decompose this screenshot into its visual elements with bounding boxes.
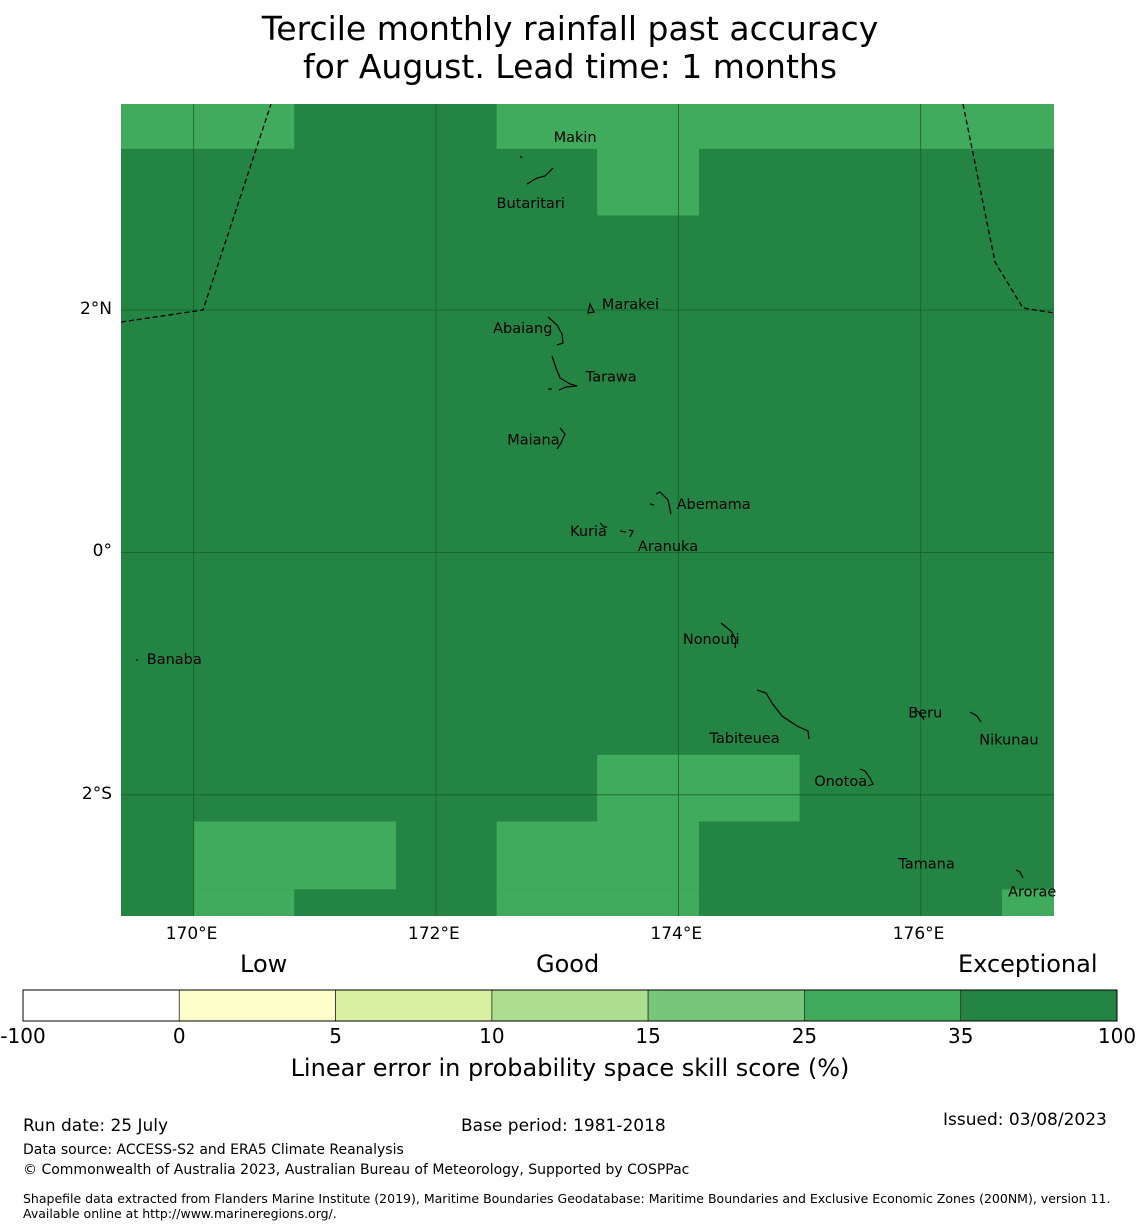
island-outline-4 bbox=[551, 355, 578, 391]
place-label-aranuka: Aranuka bbox=[638, 539, 698, 555]
eez-boundary-east bbox=[962, 103, 1055, 314]
y-tick-label: 2°N bbox=[79, 299, 112, 320]
place-label-tarawa: Tarawa bbox=[585, 369, 637, 385]
skill-cell-4 bbox=[496, 821, 699, 890]
island-outline-16 bbox=[969, 711, 982, 723]
run-date: Run date: 25 July bbox=[23, 1116, 169, 1136]
skill-cell-6 bbox=[193, 889, 295, 916]
place-label-nonouti: Nonouti bbox=[683, 632, 740, 648]
place-label-kuria: Kuria bbox=[570, 524, 607, 540]
colorbar-word-low: Low bbox=[240, 950, 288, 978]
colorbar-tick-label: 35 bbox=[947, 1024, 974, 1048]
skill-cell-8 bbox=[1001, 889, 1054, 916]
colorbar-frame bbox=[22, 989, 1118, 1022]
colorbar-bin-5 bbox=[804, 989, 962, 1022]
place-label-marakei: Marakei bbox=[602, 297, 659, 313]
colorbar-word-good: Good bbox=[536, 950, 600, 978]
place-label-onotoa: Onotoa bbox=[814, 774, 867, 790]
place-label-abemama: Abemama bbox=[677, 497, 751, 513]
island-outline-14 bbox=[756, 689, 810, 740]
place-label-banaba: Banaba bbox=[147, 652, 202, 668]
x-tick-label: 176°E bbox=[892, 924, 945, 944]
island-outline-8 bbox=[655, 491, 672, 515]
map-plot-area: Makin Butaritari Marakei Abaiang Tarawa Maian… bbox=[120, 103, 1056, 916]
place-label-tamana: Tamana bbox=[897, 856, 954, 872]
island-outline-17 bbox=[859, 768, 874, 787]
place-label-butaritari: Butaritari bbox=[497, 196, 565, 212]
colorbar-tick-label: 25 bbox=[791, 1024, 818, 1048]
colorbar-bin-4 bbox=[647, 989, 805, 1022]
skill-cell-7 bbox=[496, 889, 699, 916]
colorbar-tick-label: 100 bbox=[1097, 1024, 1137, 1048]
island-outline-2 bbox=[587, 302, 595, 314]
skill-cell-0 bbox=[121, 104, 295, 149]
y-tick-label: 0° bbox=[92, 541, 112, 562]
title-line-2: for August. Lead time: 1 months bbox=[302, 47, 838, 86]
colorbar-bin-1 bbox=[178, 989, 336, 1022]
x-tick-label: 170°E bbox=[165, 924, 218, 944]
island-outline-1 bbox=[526, 167, 554, 185]
place-label-nikunau: Nikunau bbox=[979, 733, 1038, 749]
skill-cell-5 bbox=[193, 821, 397, 890]
island-outline-11 bbox=[628, 529, 634, 538]
colorbar-tick-label: 5 bbox=[329, 1024, 342, 1048]
island-outline-3 bbox=[547, 316, 564, 346]
colorbar-tick-label: 10 bbox=[479, 1024, 505, 1048]
colorbar-tick-label: 15 bbox=[635, 1024, 661, 1048]
colorbar bbox=[22, 989, 1118, 1022]
colorbar-tick-label: 0 bbox=[172, 1024, 186, 1048]
island-outline-12 bbox=[720, 622, 737, 649]
x-tick-label: 174°E bbox=[650, 924, 703, 944]
island-outline-7 bbox=[649, 503, 655, 506]
skill-cell-2 bbox=[597, 148, 699, 216]
map-title: Tercile monthly rainfall past accuracy f… bbox=[0, 10, 1140, 86]
title-line-1: Tercile monthly rainfall past accuracy bbox=[261, 9, 879, 48]
colorbar-tick-label: -100 bbox=[0, 1024, 46, 1048]
island-outline-10 bbox=[619, 530, 627, 533]
map-background bbox=[121, 104, 1054, 916]
island-outline-18 bbox=[1015, 869, 1024, 879]
place-label-maiana: Maiana bbox=[507, 433, 559, 449]
island-outline-9 bbox=[599, 522, 607, 528]
colorbar-bin-2 bbox=[335, 989, 493, 1022]
island-outline-6 bbox=[556, 427, 566, 450]
colorbar-title: Linear error in probability space skill … bbox=[290, 1054, 850, 1082]
place-label-beru: Beru bbox=[908, 705, 942, 721]
colorbar-word-exceptional: Exceptional bbox=[958, 950, 1098, 978]
colorbar-bin-6 bbox=[960, 989, 1118, 1022]
place-label-abaiang: Abaiang bbox=[493, 321, 552, 337]
place-label-tabiteuea: Tabiteuea bbox=[708, 731, 779, 747]
eez-boundary-west bbox=[120, 103, 272, 323]
data-source: Data source: ACCESS-S2 and ERA5 Climate … bbox=[23, 1142, 404, 1158]
shapefile-credit: Shapefile data extracted from Flanders M… bbox=[23, 1191, 1111, 1221]
place-label-arorae: Arorae bbox=[1008, 885, 1056, 901]
colorbar-bin-3 bbox=[491, 989, 649, 1022]
issued-date: Issued: 03/08/2023 bbox=[943, 1110, 1107, 1130]
skill-cell-3 bbox=[597, 754, 800, 822]
copyright: © Commonwealth of Australia 2023, Austra… bbox=[23, 1162, 690, 1178]
place-label-makin: Makin bbox=[554, 130, 597, 146]
island-outline-0 bbox=[519, 155, 523, 159]
x-tick-label: 172°E bbox=[408, 924, 460, 944]
skill-cell-1 bbox=[496, 104, 1054, 149]
colorbar-bin-0 bbox=[22, 989, 180, 1022]
base-period: Base period: 1981-2018 bbox=[461, 1116, 666, 1136]
island-outline-15 bbox=[914, 709, 925, 721]
y-tick-label: 2°S bbox=[81, 783, 112, 804]
